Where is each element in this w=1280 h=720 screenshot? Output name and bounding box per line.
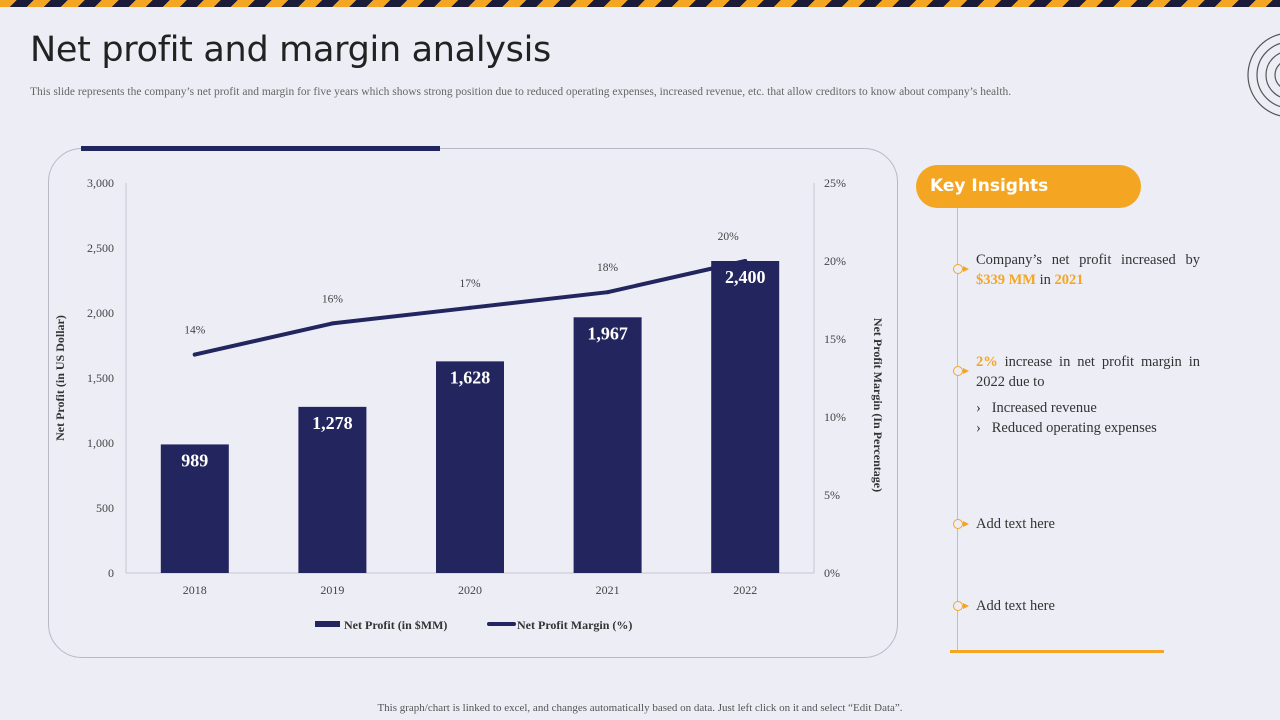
key-insights-heading: Key Insights bbox=[916, 165, 1141, 208]
y-tick-label: 1,500 bbox=[87, 371, 114, 385]
insight-item-2: 2% increase in net profit margin in 2022… bbox=[976, 352, 1200, 392]
concentric-rings-decoration bbox=[1247, 33, 1280, 117]
timeline-marker-icon bbox=[953, 264, 969, 274]
y2-tick-label: 10% bbox=[824, 410, 846, 424]
insight-item-3: Add text here bbox=[976, 516, 1055, 532]
insight-1-year: 2021 bbox=[1054, 272, 1084, 288]
line-point-net-profit-margin bbox=[192, 352, 197, 357]
y2-tick-label: 5% bbox=[824, 488, 840, 502]
y-tick-label: 0 bbox=[108, 566, 114, 580]
bar-data-label: 1,967 bbox=[587, 323, 628, 343]
line-point-net-profit-margin bbox=[743, 259, 748, 263]
chart-accent-bar bbox=[81, 146, 440, 151]
line-data-label: 20% bbox=[718, 231, 740, 243]
page-subtitle: This slide represents the company’s net … bbox=[30, 86, 1012, 98]
insight-2-value: 2% bbox=[976, 354, 998, 370]
insight-2-text: increase in net profit margin in 2022 du… bbox=[976, 354, 1200, 390]
insight-item-1: Company’s net profit increased by $339 M… bbox=[976, 250, 1200, 290]
line-data-label: 18% bbox=[597, 262, 619, 274]
x-tick-label: 2018 bbox=[183, 583, 207, 597]
insight-2-subitem-label: Increased revenue bbox=[991, 400, 1097, 416]
line-data-label: 14% bbox=[184, 325, 206, 337]
timeline-marker-icon bbox=[953, 601, 969, 611]
line-point-net-profit-margin bbox=[330, 321, 335, 326]
bar-data-label: 2,400 bbox=[725, 267, 766, 287]
insight-2-subitem: › Increased revenue bbox=[976, 400, 1097, 417]
y2-tick-label: 25% bbox=[824, 176, 846, 190]
bar-data-label: 1,628 bbox=[450, 367, 491, 387]
insight-2-subitem: › Reduced operating expenses bbox=[976, 420, 1157, 437]
top-stripe-decoration bbox=[0, 0, 1280, 7]
legend-bar-swatch bbox=[315, 621, 340, 627]
line-data-label: 17% bbox=[459, 278, 481, 290]
timeline-marker-icon bbox=[953, 366, 969, 376]
y-tick-label: 3,000 bbox=[87, 176, 114, 190]
y-tick-label: 500 bbox=[96, 501, 114, 515]
bar-data-label: 989 bbox=[181, 450, 208, 470]
line-point-net-profit-margin bbox=[605, 290, 610, 295]
x-tick-label: 2020 bbox=[458, 583, 482, 597]
insights-bottom-rule bbox=[950, 650, 1164, 653]
legend-label-line: Net Profit Margin (%) bbox=[517, 618, 632, 632]
bar-net-profit bbox=[160, 444, 229, 573]
y2-tick-label: 20% bbox=[824, 254, 846, 268]
timeline-marker-icon bbox=[953, 519, 969, 529]
insight-2-subitem-label: Reduced operating expenses bbox=[991, 420, 1157, 436]
bar-net-profit bbox=[711, 261, 780, 573]
chevron-right-icon: › bbox=[976, 420, 981, 436]
insight-item-4: Add text here bbox=[976, 598, 1055, 614]
y-axis-title: Net Profit (in US Dollar) bbox=[53, 315, 67, 441]
legend-label-bar: Net Profit (in $MM) bbox=[344, 618, 447, 632]
insight-1-text-b: in bbox=[1036, 272, 1055, 288]
insight-1-value: $339 MM bbox=[976, 272, 1036, 288]
y-tick-label: 2,000 bbox=[87, 306, 114, 320]
bar-data-label: 1,278 bbox=[312, 413, 353, 433]
chevron-right-icon: › bbox=[976, 400, 981, 416]
chart-frame bbox=[48, 148, 898, 658]
x-tick-label: 2021 bbox=[596, 583, 620, 597]
insights-timeline bbox=[957, 208, 958, 650]
insight-1-text: Company’s net profit increased by bbox=[976, 252, 1200, 268]
line-point-net-profit-margin bbox=[468, 305, 472, 310]
y-tick-label: 2,500 bbox=[87, 241, 114, 255]
line-data-label: 16% bbox=[322, 293, 344, 305]
y2-axis-title: Net Profit Margin (In Percentage) bbox=[871, 318, 885, 492]
y2-tick-label: 0% bbox=[824, 566, 840, 580]
y2-tick-label: 15% bbox=[824, 332, 846, 346]
x-tick-label: 2019 bbox=[320, 583, 344, 597]
bar-net-profit bbox=[573, 317, 642, 573]
bar-net-profit bbox=[436, 361, 504, 573]
bar-net-profit bbox=[298, 406, 367, 573]
x-tick-label: 2022 bbox=[733, 583, 757, 597]
footer-note: This graph/chart is linked to excel, and… bbox=[377, 702, 903, 714]
page-title: Net profit and margin analysis bbox=[30, 30, 551, 70]
y-tick-label: 1,000 bbox=[87, 436, 114, 450]
